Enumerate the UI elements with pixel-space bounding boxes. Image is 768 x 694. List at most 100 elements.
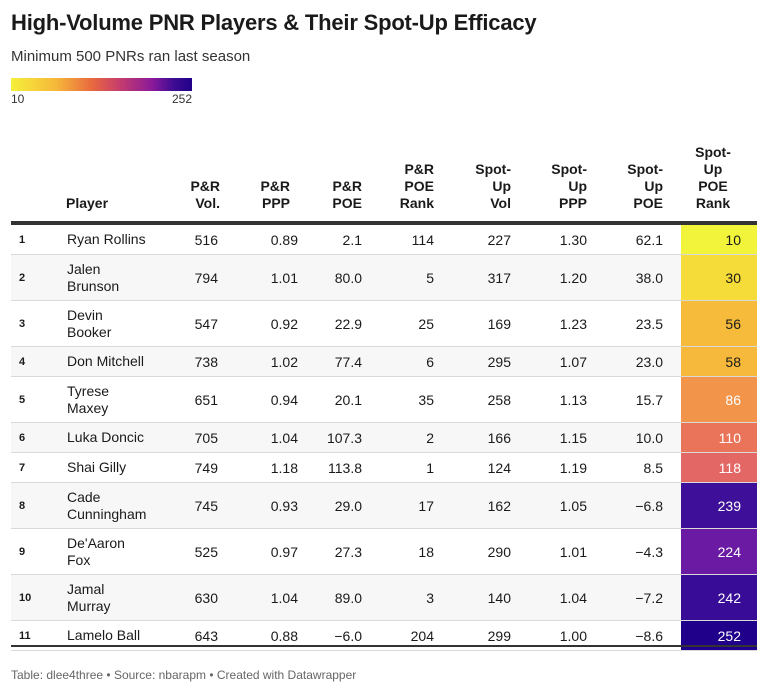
row-rank: 6 <box>19 431 26 444</box>
player-name-line: Luka Doncic <box>67 429 145 445</box>
spotup-poe-cell: −8.6 <box>635 627 663 644</box>
table-row: 10 Jamal Murray 630 1.04 89.0 3 140 1.04 −7.2 242 <box>11 575 757 621</box>
header-su-ppp: Spot- Up PPP <box>515 161 587 212</box>
player-name: Don Mitchell <box>67 347 144 376</box>
legend-min-label: 10 <box>11 92 25 106</box>
pr-poe-rank-cell: 25 <box>418 315 434 332</box>
player-name-line: Cunningham <box>67 505 147 522</box>
spotup-ppp-cell: 1.05 <box>559 497 587 514</box>
row-rank: 1 <box>19 233 26 246</box>
spotup-ppp-cell: 1.15 <box>559 429 587 446</box>
header-line: Vol. <box>195 195 220 211</box>
pr-vol-cell: 525 <box>194 543 218 560</box>
pr-poe-rank-cell: 2 <box>426 429 434 446</box>
header-line: Spot- <box>627 161 663 177</box>
player-name-text: Jalen Brunson <box>67 261 119 295</box>
player-name-line: Jamal <box>67 580 105 597</box>
player-name: Cade Cunningham <box>67 483 146 528</box>
header-line: Player <box>66 195 109 211</box>
spotup-vol-cell: 166 <box>487 429 511 446</box>
pr-poe-rank-cell: 114 <box>411 231 434 248</box>
player-name-text: Shai Gilly <box>67 459 126 476</box>
header-line: POE <box>633 195 663 211</box>
pr-ppp-cell: 0.97 <box>270 543 298 560</box>
spotup-poe-cell: −4.3 <box>635 543 663 560</box>
player-name-line: Booker <box>67 323 112 340</box>
spotup-vol-cell: 317 <box>487 269 511 286</box>
player-name: Devin Booker <box>67 301 111 346</box>
spotup-poe-cell: 8.5 <box>643 459 663 476</box>
player-name-line: Shai Gilly <box>67 459 127 475</box>
player-name-line: Lamelo Ball <box>67 627 141 643</box>
pr-poe-rank-cell: 17 <box>418 497 434 514</box>
pr-poe-rank-cell: 3 <box>426 589 434 606</box>
pr-vol-cell: 794 <box>194 269 218 286</box>
spotup-ppp-cell: 1.04 <box>559 589 587 606</box>
spotup-ppp-cell: 1.23 <box>559 315 587 332</box>
header-line: Spot- <box>551 161 587 177</box>
table-row: 8 Cade Cunningham 745 0.93 29.0 17 162 1.05 −6.8 2… <box>11 483 757 529</box>
spotup-poe-rank-cell: 10 <box>681 225 757 254</box>
pr-poe-cell: 89.0 <box>334 589 362 606</box>
table-row: 1 Ryan Rollins 516 0.89 2.1 114 227 1.30 62.1 10 <box>11 225 757 255</box>
table-row: 2 Jalen Brunson 794 1.01 80.0 5 317 1.20 38.0 30 <box>11 255 757 301</box>
header-su-vol: Spot- Up Vol <box>440 161 511 212</box>
row-rank: 7 <box>19 461 26 474</box>
pr-poe-cell: 2.1 <box>342 231 362 248</box>
pr-ppp-cell: 1.02 <box>270 353 298 370</box>
spotup-poe-cell: 62.1 <box>635 231 663 248</box>
spotup-poe-cell: −6.8 <box>635 497 663 514</box>
header-line: Vol <box>490 195 511 211</box>
header-line: P&R <box>190 178 220 194</box>
header-line: Up <box>703 161 723 177</box>
spotup-vol-cell: 124 <box>487 459 511 476</box>
spotup-poe-rank-cell: 30 <box>681 255 757 300</box>
pr-poe-cell: 77.4 <box>334 353 362 370</box>
pr-ppp-cell: 0.93 <box>270 497 298 514</box>
header-pr-poe: P&R POE <box>300 178 362 212</box>
pr-ppp-cell: 1.01 <box>270 269 298 286</box>
header-pr-poe-rank: P&R POE Rank <box>370 161 434 212</box>
player-name-text: Luka Doncic <box>67 429 144 446</box>
row-rank: 4 <box>19 355 26 368</box>
spotup-vol-cell: 227 <box>487 231 511 248</box>
spotup-ppp-cell: 1.19 <box>559 459 587 476</box>
player-name: Lamelo Ball <box>67 621 140 650</box>
spotup-poe-rank-cell: 56 <box>681 301 757 346</box>
pr-ppp-cell: 1.04 <box>270 429 298 446</box>
pr-ppp-cell: 0.88 <box>270 627 298 644</box>
player-name-line: Tyrese <box>67 382 110 399</box>
player-name-line: Ryan Rollins <box>67 231 146 247</box>
header-line: P&R <box>260 178 290 194</box>
pr-poe-rank-cell: 5 <box>426 269 434 286</box>
row-rank: 10 <box>19 591 32 604</box>
header-line: P&R <box>404 161 434 177</box>
spotup-ppp-cell: 1.00 <box>559 627 587 644</box>
header-line: P&R <box>332 178 362 194</box>
header-line: POE <box>698 178 728 194</box>
spotup-ppp-cell: 1.20 <box>559 269 587 286</box>
header-line: Up <box>492 178 511 194</box>
table-bottom-divider <box>11 645 757 647</box>
spotup-poe-cell: 38.0 <box>635 269 663 286</box>
header-line: POE <box>404 178 434 194</box>
header-su-poe: Spot- Up POE <box>590 161 663 212</box>
player-name-text: Lamelo Ball <box>67 627 140 644</box>
player-name: Ryan Rollins <box>67 225 146 254</box>
player-name: Luka Doncic <box>67 423 144 452</box>
spotup-poe-rank-cell: 110 <box>681 423 757 452</box>
pr-poe-cell: −6.0 <box>334 627 362 644</box>
player-name-line: Devin <box>67 306 103 323</box>
spotup-poe-cell: 10.0 <box>635 429 663 446</box>
header-line: Up <box>568 178 587 194</box>
spotup-poe-cell: 15.7 <box>635 391 663 408</box>
table-row: 5 Tyrese Maxey 651 0.94 20.1 35 258 1.13 15.7 86 <box>11 377 757 423</box>
player-name-line: Don Mitchell <box>67 353 145 369</box>
pr-vol-cell: 651 <box>194 391 218 408</box>
spotup-poe-cell: 23.5 <box>635 315 663 332</box>
player-name-line: Brunson <box>67 277 120 294</box>
spotup-poe-rank-cell: 86 <box>681 377 757 422</box>
spotup-ppp-cell: 1.13 <box>559 391 587 408</box>
pr-poe-cell: 113.8 <box>328 459 362 476</box>
spotup-vol-cell: 169 <box>487 315 511 332</box>
